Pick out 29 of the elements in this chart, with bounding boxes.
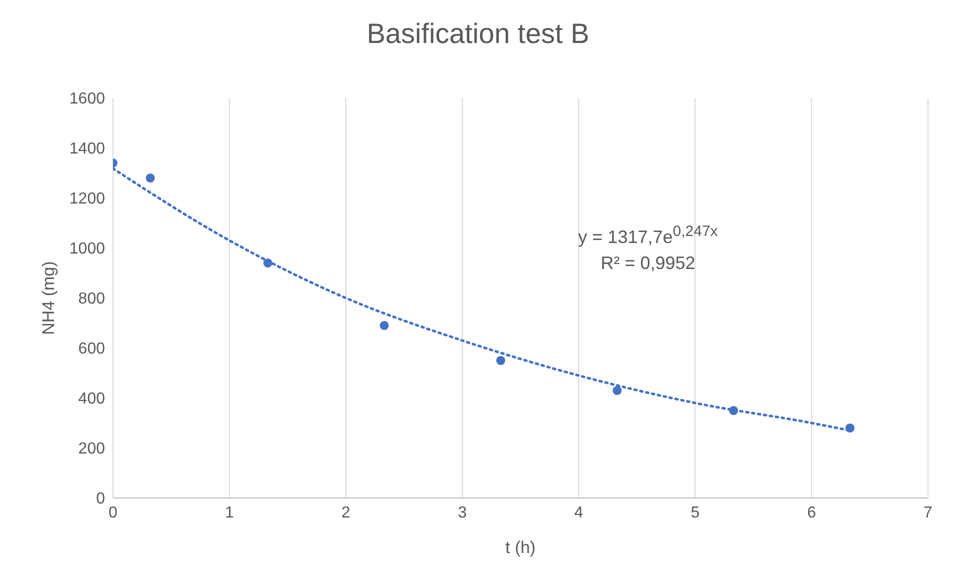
x-tick-label: 0 <box>108 504 118 522</box>
x-tick-label: 4 <box>574 504 584 522</box>
x-tick-label: 6 <box>807 504 816 522</box>
annotation: y = 1317,7e$^{0,247x}$ <box>577 223 719 248</box>
y-tick-label: 400 <box>78 390 106 408</box>
point <box>146 173 155 183</box>
point <box>496 356 506 366</box>
y-axis-title: NH4 (mg) <box>39 261 58 335</box>
y-tick-label: 600 <box>78 340 106 358</box>
y-tick-label: 200 <box>78 440 106 458</box>
y-tick-label: 0 <box>96 490 106 508</box>
point <box>612 386 622 396</box>
point <box>845 423 855 433</box>
y-tick-label: 1600 <box>69 90 106 108</box>
x-tick-label: 5 <box>690 504 700 522</box>
annotation: R² = 0,9952 <box>600 253 696 274</box>
x-axis-title: t (h) <box>505 538 536 557</box>
y-tick-label: 1400 <box>69 140 106 158</box>
x-tick-label: 7 <box>924 504 933 522</box>
x-tick-label: 2 <box>341 504 350 522</box>
point <box>729 406 738 416</box>
y-tick-label: 800 <box>78 290 106 308</box>
chart-title: Basification test B <box>366 17 590 51</box>
point <box>380 320 389 330</box>
y-tick-label: 1200 <box>69 190 106 208</box>
x-tick-label: 1 <box>224 504 234 522</box>
point <box>263 258 272 268</box>
x-tick-label: 3 <box>458 504 467 522</box>
y-tick-label: 1000 <box>69 240 106 258</box>
